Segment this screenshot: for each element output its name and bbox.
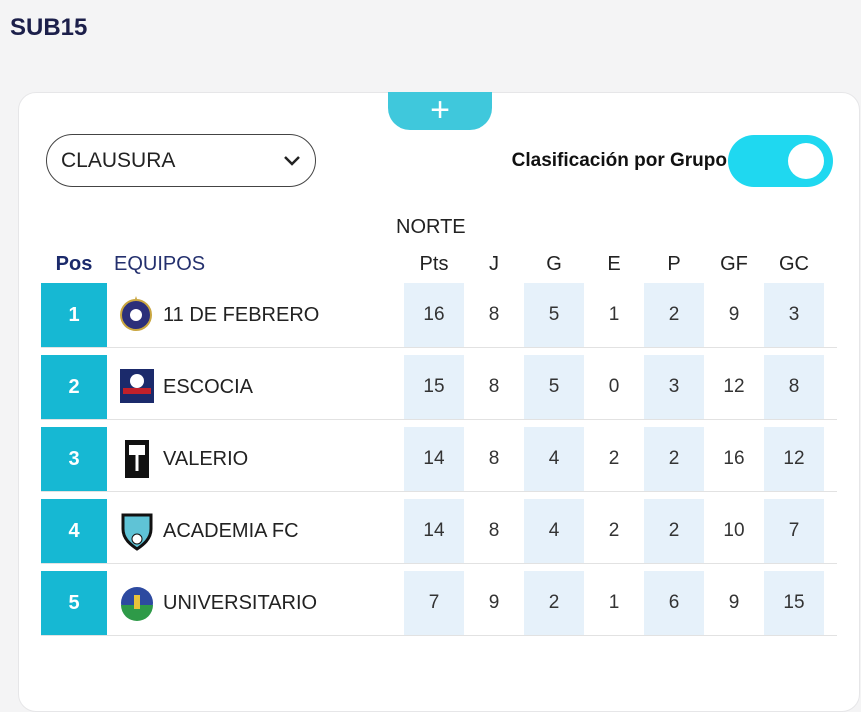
stat-gf: 9 [728,304,740,325]
stat-gf: 10 [723,520,745,541]
stat-e: 0 [608,376,620,397]
11-de-febrero-crest-icon [120,296,152,331]
stat-gc: 7 [764,499,824,563]
group-toggle[interactable] [728,135,833,187]
stat-g: 2 [524,571,584,635]
stat-g: 4 [524,427,584,491]
stat-e: 1 [608,592,620,613]
stat-p: 6 [644,571,704,635]
header-team: EQUIPOS [114,253,206,275]
team-cell[interactable]: ESCOCIA [107,355,404,419]
stat-j: 8 [488,376,500,397]
group-toggle-label: Clasificación por Grupo [511,150,727,171]
stat-p: 2 [644,427,704,491]
team-cell[interactable]: 11 DE FEBRERO [107,283,404,347]
table-row[interactable]: 5 UNIVERSITARIO 7 9 2 1 6 9 15 [41,571,837,636]
header-g: G [546,253,562,275]
stat-e: 2 [608,520,620,541]
team-name: ESCOCIA [163,375,254,398]
header-pts: Pts [419,253,449,275]
header-pos: Pos [55,253,93,275]
header-p: P [667,253,681,275]
chevron-down-icon [284,155,300,166]
stat-pts: 14 [404,499,464,563]
team-cell[interactable]: ACADEMIA FC [107,499,404,563]
group-name: NORTE [396,216,466,238]
toggle-knob [788,143,824,179]
tournament-select[interactable]: CLAUSURA [46,134,316,187]
header-gf: GF [720,253,748,275]
stat-p: 3 [644,355,704,419]
team-cell[interactable]: UNIVERSITARIO [107,571,404,635]
team-name: 11 DE FEBRERO [163,303,320,326]
stat-g: 4 [524,499,584,563]
header-j: J [489,253,499,275]
header-e: E [607,253,621,275]
stat-gc: 3 [764,283,824,347]
stat-j: 8 [488,304,500,325]
position-cell: 1 [41,283,107,347]
stat-e: 1 [608,304,620,325]
position-cell: 2 [41,355,107,419]
team-name: ACADEMIA FC [163,519,299,542]
stat-j: 9 [488,592,500,613]
stat-pts: 14 [404,427,464,491]
stat-p: 2 [644,499,704,563]
academia-fc-crest-icon [121,513,153,551]
table-row[interactable]: 1 11 DE FEBRERO 16 8 5 1 2 9 3 [41,283,837,348]
stat-j: 8 [488,520,500,541]
position-cell: 5 [41,571,107,635]
stat-e: 2 [608,448,620,469]
stat-gf: 12 [723,376,745,397]
stat-gf: 16 [723,448,745,469]
team-name: VALERIO [163,447,249,470]
table-row[interactable]: 3 VALERIO 14 8 4 2 2 16 12 [41,427,837,492]
stat-gc: 8 [764,355,824,419]
universitario-crest-icon [121,587,153,621]
position-cell: 4 [41,499,107,563]
table-row[interactable]: 4 ACADEMIA FC 14 8 4 2 2 10 7 [41,499,837,564]
valerio-crest-icon [125,440,149,478]
page-title: SUB15 [10,14,88,41]
stat-pts: 7 [404,571,464,635]
stat-pts: 15 [404,355,464,419]
stat-pts: 16 [404,283,464,347]
add-button[interactable]: + [388,92,492,130]
stat-g: 5 [524,283,584,347]
stat-gc: 12 [764,427,824,491]
team-name: UNIVERSITARIO [163,591,318,614]
header-gc: GC [779,253,809,275]
stat-gc: 15 [764,571,824,635]
stat-p: 2 [644,283,704,347]
position-cell: 3 [41,427,107,491]
escocia-crest-icon [120,369,154,403]
stat-gf: 9 [728,592,740,613]
stat-j: 8 [488,448,500,469]
tournament-select-value: CLAUSURA [61,148,176,172]
table-row[interactable]: 2 ESCOCIA 15 8 5 0 3 12 8 [41,355,837,420]
stat-g: 5 [524,355,584,419]
team-cell[interactable]: VALERIO [107,427,404,491]
